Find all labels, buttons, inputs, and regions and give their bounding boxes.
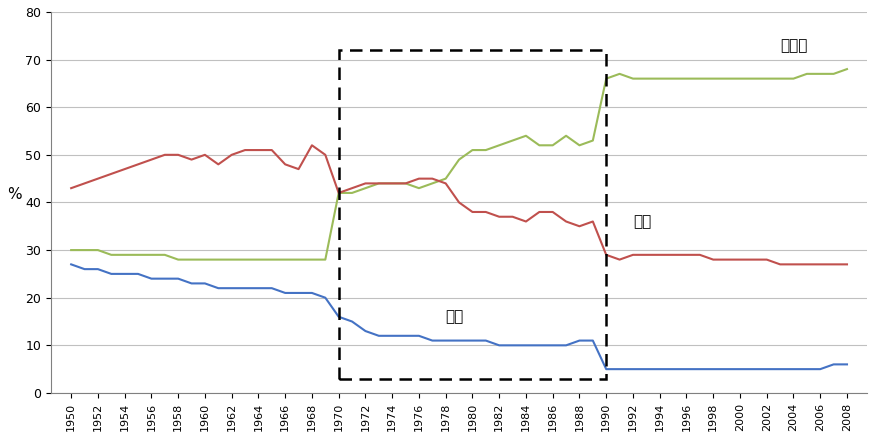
Text: 农业: 农业 <box>446 309 464 324</box>
Text: 工业: 工业 <box>633 214 651 229</box>
Y-axis label: %: % <box>7 187 22 202</box>
Text: 服务业: 服务业 <box>780 38 808 53</box>
